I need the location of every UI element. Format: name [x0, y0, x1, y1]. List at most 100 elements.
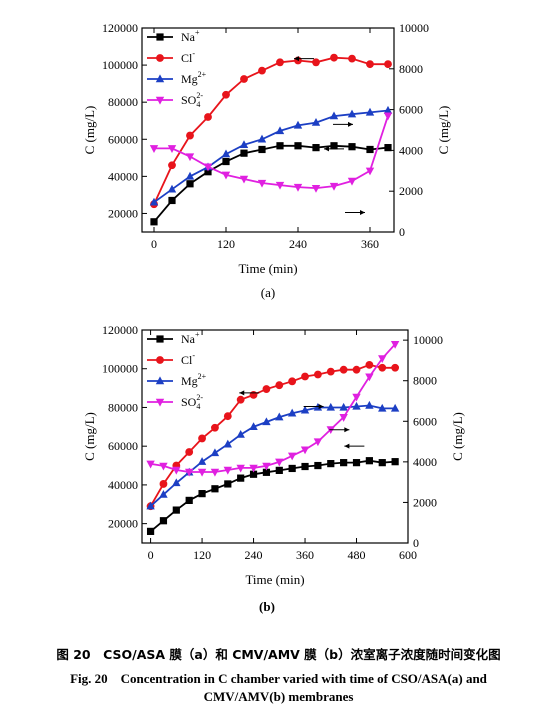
panel-b-y-right-axis-label: C (mg/L) [450, 412, 465, 461]
panel-b-data-point [237, 474, 245, 482]
panel-b-data-point [301, 372, 309, 381]
panel-b-x-axis-label: Time (min) [245, 572, 304, 587]
panel-b-y-right-tick-label: 2000 [413, 495, 437, 509]
panel-a-data-point [366, 60, 374, 69]
panel-b-x-tick-label: 120 [193, 548, 211, 562]
panel-a-legend-label: SO42- [181, 91, 203, 109]
panel-a-data-point [167, 184, 177, 193]
panel-a-y-right-tick-label: 8000 [399, 62, 423, 76]
panel-a-data-point [275, 126, 285, 135]
panel-a-data-point [383, 112, 393, 121]
panel-b-data-point [327, 460, 335, 468]
panel-a-y-right-tick-label: 0 [399, 225, 405, 239]
panel-a-series-so [149, 112, 393, 193]
panel-b-x-tick-label: 480 [348, 548, 366, 562]
panel-a-legend: Na+ Cl- Mg2+ SO42- [147, 28, 207, 109]
panel-a-data-point [329, 111, 339, 120]
panel-a-y-left-tick-label: 60000 [108, 132, 138, 146]
panel-a-series-line [154, 115, 389, 190]
panel-a-legend-marker [155, 74, 165, 83]
panel-a-data-point [293, 183, 303, 192]
panel-a-data-point [239, 175, 249, 184]
panel-b-y-left-tick-label: 120000 [102, 323, 138, 337]
panel-b-data-point [223, 412, 232, 421]
panel-a-data-point [348, 54, 356, 63]
panel-a-data-point [275, 181, 285, 190]
panel-a-y-right-tick-label: 10000 [399, 21, 429, 35]
panel-a-x-tick-label: 360 [361, 237, 379, 251]
panel-b-data-point [249, 464, 258, 473]
panel-a-data-point [311, 117, 321, 126]
panel-b-data-point [287, 408, 297, 417]
panel-b-y-left-tick-label: 80000 [108, 400, 138, 414]
panel-b-data-point [236, 429, 245, 438]
panel-a-y-right-tick-label: 2000 [399, 184, 423, 198]
panel-a-data-point [365, 167, 375, 176]
panel-b-y-right-tick-label: 0 [413, 536, 419, 550]
panel-a-data-point [168, 161, 176, 170]
panel-b-axis-arrowhead [239, 390, 245, 396]
panel-a-data-point [258, 145, 266, 154]
panel-b-data-point [314, 370, 322, 379]
panel-b-legend-marker [155, 398, 165, 407]
panel-b-legend-label: Cl- [181, 351, 195, 367]
panel-a-data-point [330, 142, 338, 150]
panel-b-data-point [262, 468, 271, 476]
panel-b-data-point [275, 412, 284, 421]
panel-b-x-tick-label: 240 [245, 548, 263, 562]
panel-a-data-point [257, 134, 267, 143]
panel-b-data-point [249, 470, 258, 478]
figure-caption-english-line2: CMV/AMV(b) membranes [203, 689, 354, 704]
panel-a-data-point [366, 145, 374, 154]
panel-b-data-point [184, 468, 194, 477]
panel-b-data-point [197, 457, 207, 465]
panel-b-y-right-tick-label: 6000 [413, 414, 437, 428]
panel-b-data-point [301, 462, 309, 471]
panel-b-data-point [249, 422, 258, 431]
panel-a-y-left-tick-label: 80000 [108, 95, 138, 109]
panel-a-data-point [222, 90, 230, 99]
panel-a-data-point [348, 143, 356, 151]
panel-a-data-point [347, 109, 357, 118]
panel-a-legend-marker [155, 96, 165, 105]
panel-b-y-left-tick-label: 20000 [108, 517, 138, 531]
panel-b-data-point [300, 405, 310, 414]
panel-b-data-point [288, 377, 297, 386]
panel-b-data-point [378, 403, 387, 412]
panel-b-data-point [249, 390, 258, 399]
panel-b-series-na [146, 457, 399, 535]
panel-b-data-point [287, 452, 297, 461]
panel-b-plot-frame [141, 329, 409, 544]
panel-a-y-right-axis-label: C (mg/L) [436, 106, 451, 155]
panel-b-data-point [185, 496, 193, 504]
figure-caption-english-line1: Fig. 20 Concentration in C chamber varie… [70, 671, 487, 686]
panel-a-y-left-axis-label: C (mg/L) [82, 106, 97, 155]
panel-a-data-point [222, 157, 230, 166]
panel-b-data-point [211, 423, 219, 432]
panel-a-data-point [365, 107, 375, 116]
panel-b-series-line [149, 404, 396, 507]
panel-a-y-right-tick-label: 6000 [399, 103, 423, 117]
panel-b-data-point [352, 401, 361, 410]
panel-a-data-point [150, 218, 158, 226]
panel-b-data-point [146, 460, 155, 469]
panel-b-data-point [275, 458, 284, 467]
panel-b-data-point [314, 461, 322, 470]
panel-b-data-point [172, 506, 180, 514]
panel-a-data-point [185, 171, 195, 180]
panel-b-data-point [352, 393, 361, 402]
panel-a-axis-arrowhead [360, 210, 365, 216]
panel-a-data-point [185, 153, 195, 162]
panel-a-data-point [240, 149, 248, 157]
panel-b-data-point [313, 438, 323, 447]
panel-a-data-point [204, 168, 212, 176]
panel-b-data-point [391, 363, 400, 372]
panel-a-data-point [276, 142, 284, 150]
panel-b-y-right-tick-label: 10000 [413, 333, 443, 347]
panel-a-data-point [168, 196, 176, 205]
panel-a-data-point [221, 149, 231, 158]
panel-b-axis-arrowhead [344, 427, 350, 433]
panel-b-data-point [378, 363, 387, 372]
panel-b-data-point [262, 462, 271, 471]
panel-a-y-right-tick-label: 4000 [399, 143, 423, 157]
